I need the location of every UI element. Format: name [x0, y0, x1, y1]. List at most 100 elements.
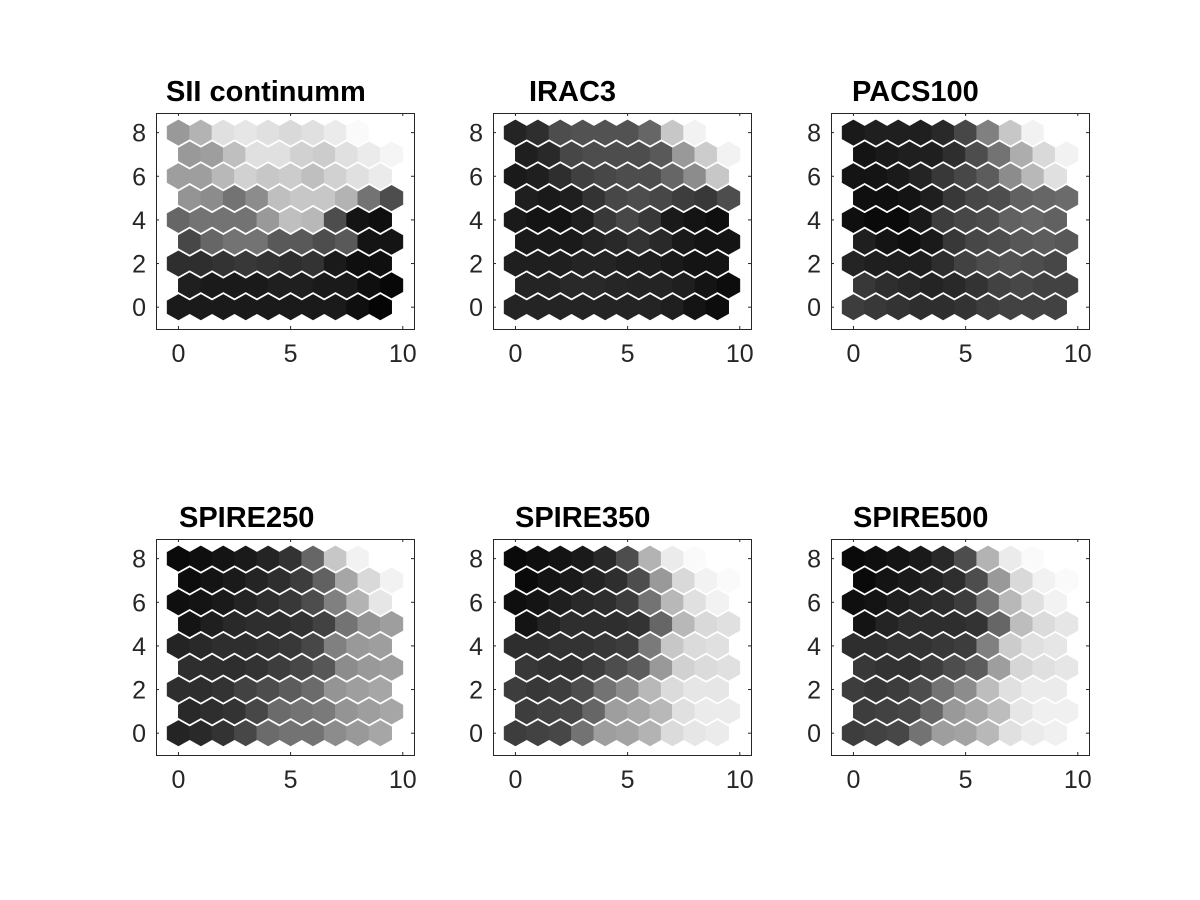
y-tick-label: 4	[132, 633, 146, 661]
hex-cells	[841, 119, 1079, 321]
hex-cell	[705, 545, 729, 572]
panel-4: 0 5 10 0 2 4 6 8 SPIRE250	[132, 502, 417, 794]
x-tick-label: 0	[846, 340, 860, 368]
panel-title: SPIRE350	[515, 502, 650, 534]
hex-cell	[379, 228, 404, 255]
hex-cell	[716, 611, 741, 638]
panel-1: 0 5 10 0 2 4 6 8 SII continumm	[132, 76, 417, 368]
panel-title: SII continumm	[166, 76, 366, 108]
axes-outline	[493, 113, 752, 330]
x-tick-label: 5	[284, 766, 298, 794]
hex-cells	[841, 545, 1079, 747]
x-tick-label: 0	[846, 766, 860, 794]
hex-cell	[1043, 676, 1067, 703]
hex-cell	[705, 163, 729, 190]
axes-outline	[156, 539, 415, 756]
hex-cell	[705, 119, 729, 146]
x-tick-label: 5	[621, 340, 635, 368]
y-tick-label: 0	[807, 720, 821, 748]
panel-6: 0 5 10 0 2 4 6 8 SPIRE500	[807, 502, 1092, 794]
hex-cell	[1043, 206, 1067, 233]
x-tick-label: 5	[959, 766, 973, 794]
y-tick-label: 8	[807, 120, 821, 148]
x-tick-label: 10	[726, 340, 754, 368]
y-tick-label: 0	[807, 294, 821, 322]
hex-cell	[716, 272, 741, 299]
hex-cell	[379, 567, 404, 594]
hex-cell	[368, 119, 392, 146]
hex-cell	[1043, 720, 1067, 747]
y-tick-label: 0	[469, 720, 483, 748]
hex-cell	[368, 294, 392, 321]
axes-outline	[831, 113, 1090, 330]
y-tick-label: 4	[132, 207, 146, 235]
hex-cell	[716, 141, 741, 168]
hex-cell	[368, 163, 392, 190]
x-tick-label: 0	[171, 766, 185, 794]
hex-cell	[1043, 163, 1067, 190]
y-tick-label: 0	[469, 294, 483, 322]
y-tick-label: 2	[807, 251, 821, 279]
hex-cell	[705, 589, 729, 616]
y-tick-label: 4	[807, 207, 821, 235]
hex-cells	[166, 119, 404, 321]
hex-cell	[379, 185, 404, 212]
x-tick-label: 10	[1064, 340, 1092, 368]
panel-title: SPIRE250	[179, 502, 314, 534]
y-tick-label: 2	[807, 677, 821, 705]
hex-cell	[1043, 250, 1067, 277]
hex-cells	[503, 545, 741, 747]
x-tick-label: 10	[389, 340, 417, 368]
y-tick-label: 2	[469, 251, 483, 279]
x-tick-label: 0	[171, 340, 185, 368]
hex-cell	[716, 698, 741, 725]
y-tick-label: 8	[132, 546, 146, 574]
hex-cell	[379, 654, 404, 681]
y-tick-label: 6	[132, 589, 146, 617]
hex-cell	[705, 206, 729, 233]
hex-cell	[1054, 611, 1079, 638]
hex-cell	[716, 567, 741, 594]
hex-cell	[368, 632, 392, 659]
hex-cell	[368, 589, 392, 616]
y-tick-label: 6	[469, 589, 483, 617]
y-tick-label: 2	[469, 677, 483, 705]
hex-cell	[705, 250, 729, 277]
hex-cell	[379, 272, 404, 299]
hex-cell	[1043, 589, 1067, 616]
hex-cell	[1054, 141, 1079, 168]
x-tick-label: 10	[726, 766, 754, 794]
y-tick-label: 8	[469, 120, 483, 148]
y-tick-label: 6	[807, 163, 821, 191]
hex-cell	[705, 676, 729, 703]
y-tick-label: 4	[807, 633, 821, 661]
y-tick-label: 2	[132, 251, 146, 279]
hex-cell	[379, 611, 404, 638]
hex-cell	[1054, 654, 1079, 681]
y-tick-label: 4	[469, 207, 483, 235]
panel-2: 0 5 10 0 2 4 6 8 IRAC3	[469, 76, 754, 368]
y-tick-label: 6	[469, 163, 483, 191]
y-tick-label: 8	[132, 120, 146, 148]
hex-cell	[1054, 567, 1079, 594]
x-tick-label: 10	[389, 766, 417, 794]
panel-3: 0 5 10 0 2 4 6 8 PACS100	[807, 76, 1092, 368]
panel-title: IRAC3	[529, 76, 616, 108]
hex-cell	[368, 545, 392, 572]
x-tick-label: 5	[959, 340, 973, 368]
hex-cell	[1043, 545, 1067, 572]
y-tick-label: 8	[807, 546, 821, 574]
hex-cell	[705, 632, 729, 659]
axes-outline	[831, 539, 1090, 756]
y-tick-label: 4	[469, 633, 483, 661]
x-tick-label: 0	[508, 766, 522, 794]
hex-cell	[368, 720, 392, 747]
x-tick-label: 5	[284, 340, 298, 368]
panel-title: PACS100	[852, 76, 979, 108]
x-tick-label: 0	[508, 340, 522, 368]
y-tick-label: 0	[132, 294, 146, 322]
hex-cell	[379, 698, 404, 725]
panel-title: SPIRE500	[853, 502, 988, 534]
hex-cell	[716, 185, 741, 212]
